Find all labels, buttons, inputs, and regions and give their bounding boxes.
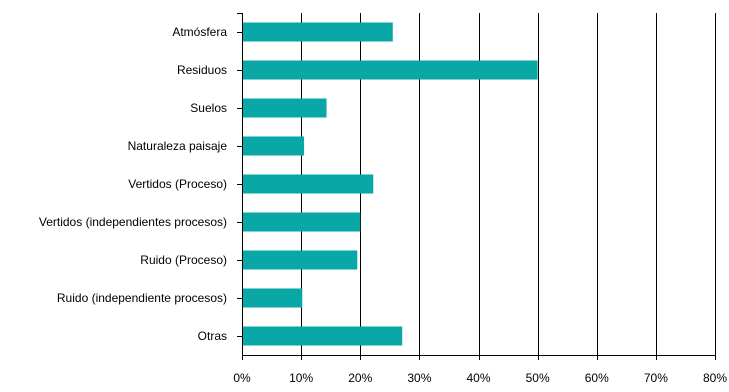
bar-8 (242, 326, 403, 346)
x-tick-label-0: 0% (233, 371, 251, 385)
category-label-4: Vertidos (Proceso) (128, 177, 227, 191)
category-label-3: Naturaleza paisaje (128, 139, 228, 153)
axes (237, 13, 716, 360)
category-label-2: Suelos (190, 101, 227, 115)
category-label-0: Atmósfera (172, 25, 227, 39)
category-label-8: Otras (198, 329, 227, 343)
x-tick-label-8: 80% (703, 371, 727, 385)
bars (242, 22, 538, 346)
category-label-5: Vertidos (independientes procesos) (39, 215, 227, 229)
x-tick-label-2: 20% (348, 371, 372, 385)
category-labels: Atmósfera Residuos Suelos Naturaleza paisaj… (39, 25, 227, 343)
x-tick-label-5: 50% (526, 371, 550, 385)
bar-6 (242, 250, 358, 270)
bar-5 (242, 212, 361, 232)
category-label-6: Ruido (Proceso) (140, 253, 227, 267)
bar-0 (242, 22, 393, 42)
x-tick-labels: 0% 10% 20% 30% 40% 50% 60% 70% 80% (233, 371, 727, 385)
bar-3 (242, 136, 305, 156)
bar-1 (242, 60, 538, 80)
x-tick-label-7: 70% (644, 371, 668, 385)
x-tick-label-3: 30% (407, 371, 431, 385)
bar-2 (242, 98, 327, 118)
category-label-1: Residuos (177, 63, 227, 77)
bar-4 (242, 174, 374, 194)
category-label-7: Ruido (independiente procesos) (57, 291, 227, 305)
x-tick-label-1: 10% (289, 371, 313, 385)
bar-7 (242, 288, 303, 308)
x-tick-label-6: 60% (585, 371, 609, 385)
x-tick-label-4: 40% (466, 371, 490, 385)
